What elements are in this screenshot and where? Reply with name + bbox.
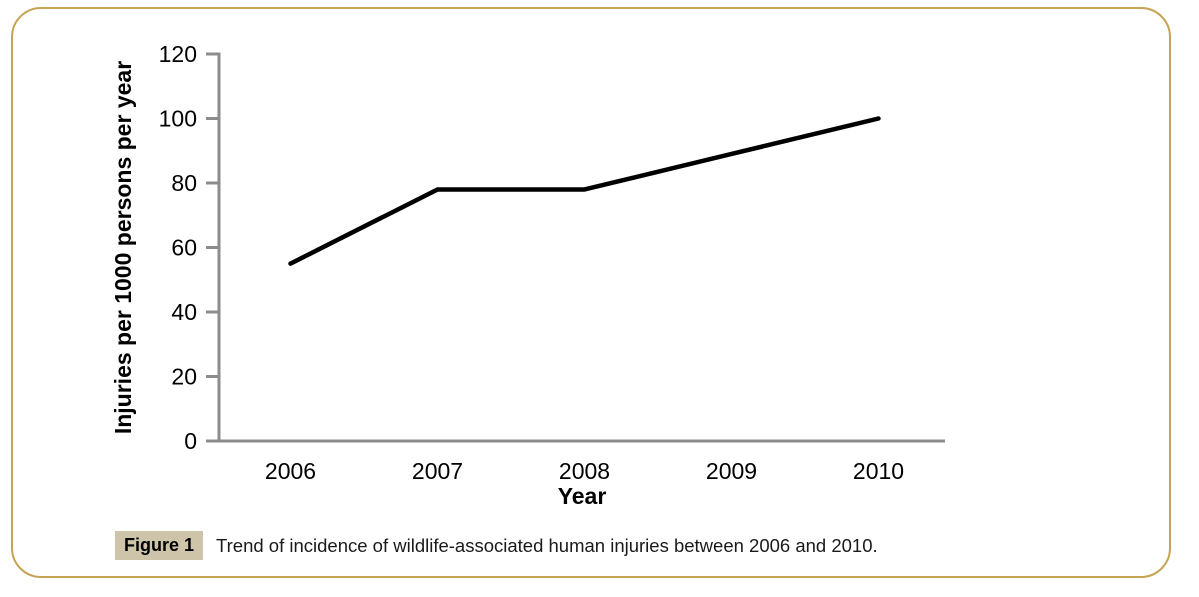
y-tick-label: 120 (159, 41, 197, 67)
x-tick-label: 2010 (853, 458, 904, 484)
y-tick-label: 40 (171, 299, 197, 325)
y-tick-label: 100 (159, 106, 197, 132)
x-tick-label: 2006 (265, 458, 316, 484)
x-tick-label: 2007 (412, 458, 463, 484)
data-series-line (288, 116, 881, 266)
figure-label-badge: Figure 1 (115, 531, 204, 560)
x-tick-label: 2008 (559, 458, 610, 484)
y-tick-label: 0 (184, 428, 197, 454)
figure-caption: Figure 1 Trend of incidence of wildlife-… (115, 531, 878, 560)
y-tick-label: 80 (171, 170, 197, 196)
y-tick-label: 20 (171, 364, 197, 390)
figure-frame (11, 7, 1171, 578)
y-axis-title: Injuries per 1000 persons per year (110, 61, 136, 434)
figure-caption-text: Trend of incidence of wildlife-associate… (216, 534, 878, 556)
y-tick-label: 60 (171, 235, 197, 261)
x-axis-title: Year (558, 483, 607, 509)
x-tick-label: 2009 (706, 458, 757, 484)
